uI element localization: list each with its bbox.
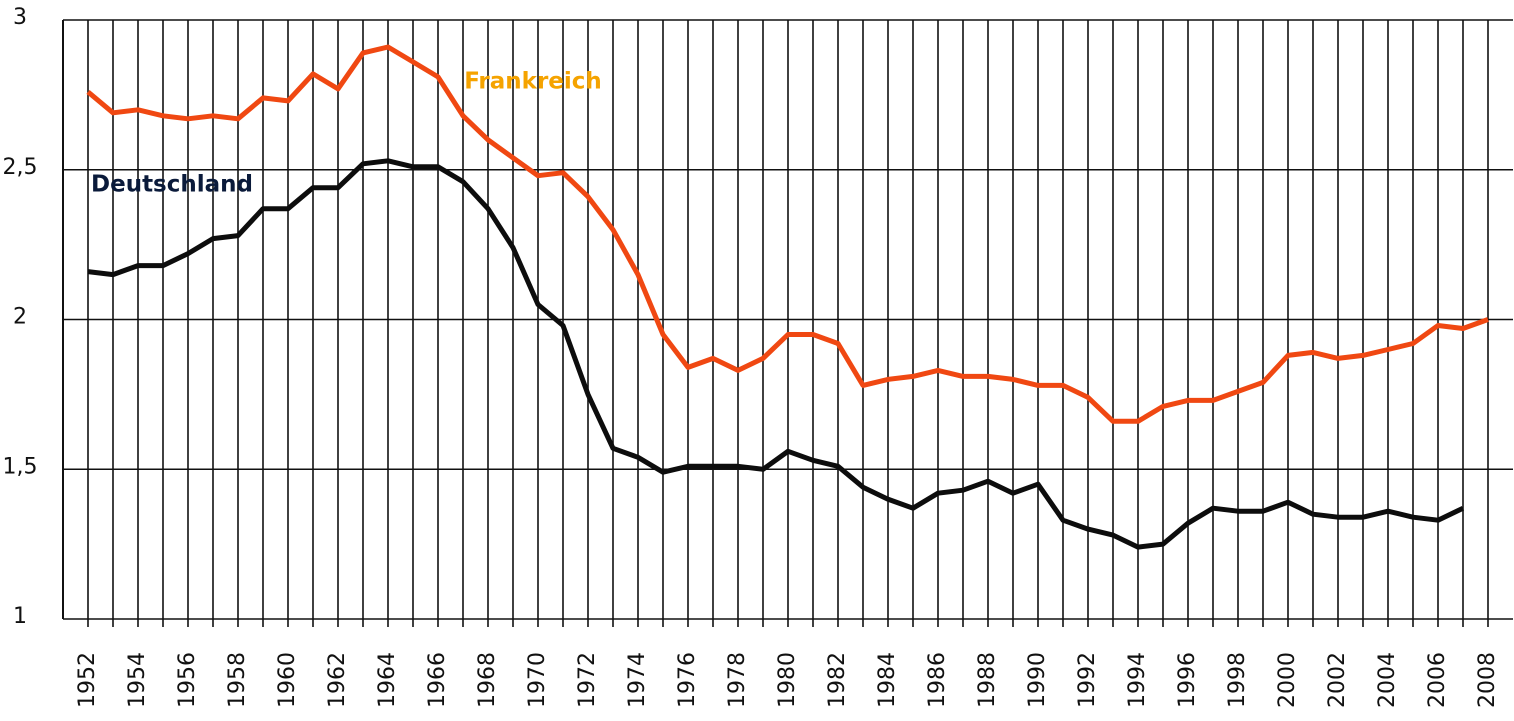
series-label: Frankreich <box>464 69 602 95</box>
x-tick-label: 1980 <box>775 652 800 708</box>
x-tick-label: 1988 <box>975 652 1000 708</box>
x-tick-label: 1974 <box>625 652 650 708</box>
series-line <box>86 44 1489 424</box>
x-tick-label: 1958 <box>225 652 250 708</box>
x-tick-label: 1996 <box>1175 652 1200 708</box>
x-tick-label: 1968 <box>475 652 500 708</box>
x-tick-label: 1982 <box>825 652 850 708</box>
x-tick-label: 1976 <box>675 652 700 708</box>
x-tick-label: 2008 <box>1475 652 1500 708</box>
x-tick-label: 2004 <box>1375 652 1400 708</box>
x-tick-label: 1966 <box>425 652 450 708</box>
y-tick-label: 1,5 <box>3 454 38 479</box>
x-tick-label: 1954 <box>125 652 150 708</box>
x-tick-label: 1992 <box>1075 652 1100 708</box>
x-tick-label: 1978 <box>725 652 750 708</box>
x-tick-label: 1956 <box>175 652 200 708</box>
y-tick-label: 2,5 <box>3 155 38 180</box>
x-tick-label: 1998 <box>1225 652 1250 708</box>
x-tick-label: 2002 <box>1325 652 1350 708</box>
x-tick-label: 1962 <box>325 652 350 708</box>
y-tick-label: 3 <box>13 5 27 30</box>
x-tick-label: 1964 <box>375 652 400 708</box>
x-tick-label: 1952 <box>75 652 100 708</box>
series-line <box>87 158 1465 550</box>
x-tick-label: 1986 <box>925 652 950 708</box>
series-label: Deutschland <box>91 172 253 198</box>
x-tick-label: 2000 <box>1275 652 1300 708</box>
y-tick-label: 2 <box>13 305 27 330</box>
x-tick-label: 1972 <box>575 652 600 708</box>
x-tick-label: 1970 <box>525 652 550 708</box>
x-tick-label: 1994 <box>1125 652 1150 708</box>
y-tick-label: 1 <box>13 604 27 629</box>
x-tick-label: 1990 <box>1025 652 1050 708</box>
x-tick-label: 2006 <box>1425 652 1450 708</box>
x-tick-label: 1960 <box>275 652 300 708</box>
x-tick-label: 1984 <box>875 652 900 708</box>
